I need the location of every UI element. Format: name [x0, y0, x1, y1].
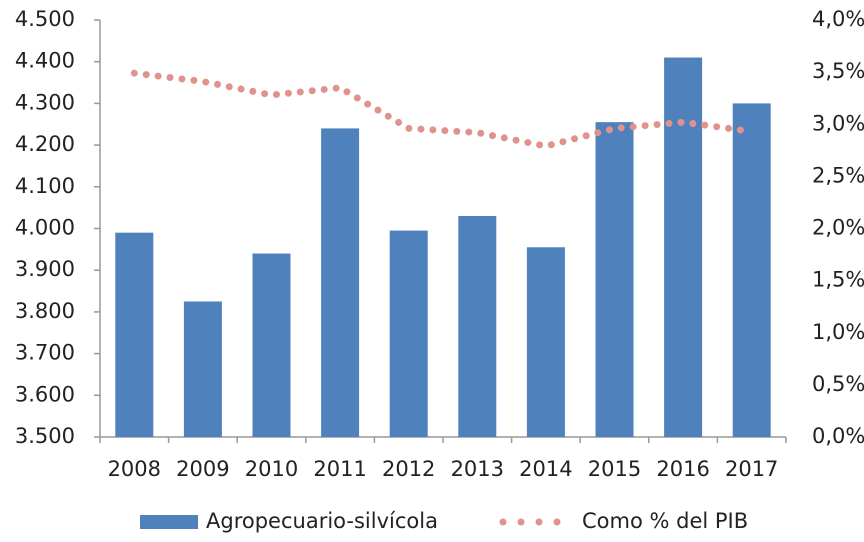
- x-tick-label: 2013: [451, 457, 504, 481]
- bar: [526, 247, 565, 437]
- y2-tick-label: 3,5%: [812, 59, 864, 83]
- y-tick-label: 4.100: [15, 174, 75, 198]
- x-tick-label: 2015: [588, 457, 641, 481]
- bar: [664, 57, 703, 437]
- x-tick-label: 2014: [519, 457, 572, 481]
- y-tick-label: 4.000: [15, 216, 75, 240]
- y2-tick-label: 4,0%: [812, 7, 864, 31]
- y2-tick-label: 2,5%: [812, 163, 864, 187]
- legend-label: Agropecuario-silvícola: [206, 509, 438, 533]
- y-tick-label: 3.900: [15, 257, 75, 281]
- y2-tick-label: 2,0%: [812, 216, 864, 240]
- y2-tick-label: 0,5%: [812, 372, 864, 396]
- x-tick-label: 2012: [382, 457, 435, 481]
- bar: [389, 230, 428, 437]
- x-tick-label: 2016: [656, 457, 709, 481]
- x-tick-label: 2017: [725, 457, 778, 481]
- y2-tick-label: 0,0%: [812, 424, 864, 448]
- x-tick-label: 2008: [108, 457, 161, 481]
- x-tick-label: 2011: [313, 457, 366, 481]
- y2-tick-label: 1,5%: [812, 268, 864, 292]
- bar: [115, 232, 154, 437]
- y-tick-label: 4.500: [15, 7, 75, 31]
- x-tick-label: 2010: [245, 457, 298, 481]
- y-tick-label: 3.800: [15, 299, 75, 323]
- bar: [595, 122, 634, 437]
- y-tick-label: 3.500: [15, 424, 75, 448]
- y2-tick-label: 3,0%: [812, 111, 864, 135]
- bar: [732, 103, 771, 438]
- legend-label: Como % del PIB: [582, 509, 748, 533]
- y2-tick-label: 1,0%: [812, 320, 864, 344]
- bar: [183, 301, 222, 437]
- bar: [321, 128, 360, 438]
- y-tick-label: 3.600: [15, 382, 75, 406]
- line: [130, 69, 756, 150]
- y-tick-label: 4.400: [15, 49, 75, 73]
- x-tick-label: 2009: [176, 457, 229, 481]
- bar: [252, 253, 291, 437]
- y-tick-label: 4.300: [15, 90, 75, 114]
- legend-swatch: [140, 515, 198, 529]
- bar: [458, 215, 497, 437]
- y-tick-label: 4.200: [15, 132, 75, 156]
- y-tick-label: 3.700: [15, 341, 75, 365]
